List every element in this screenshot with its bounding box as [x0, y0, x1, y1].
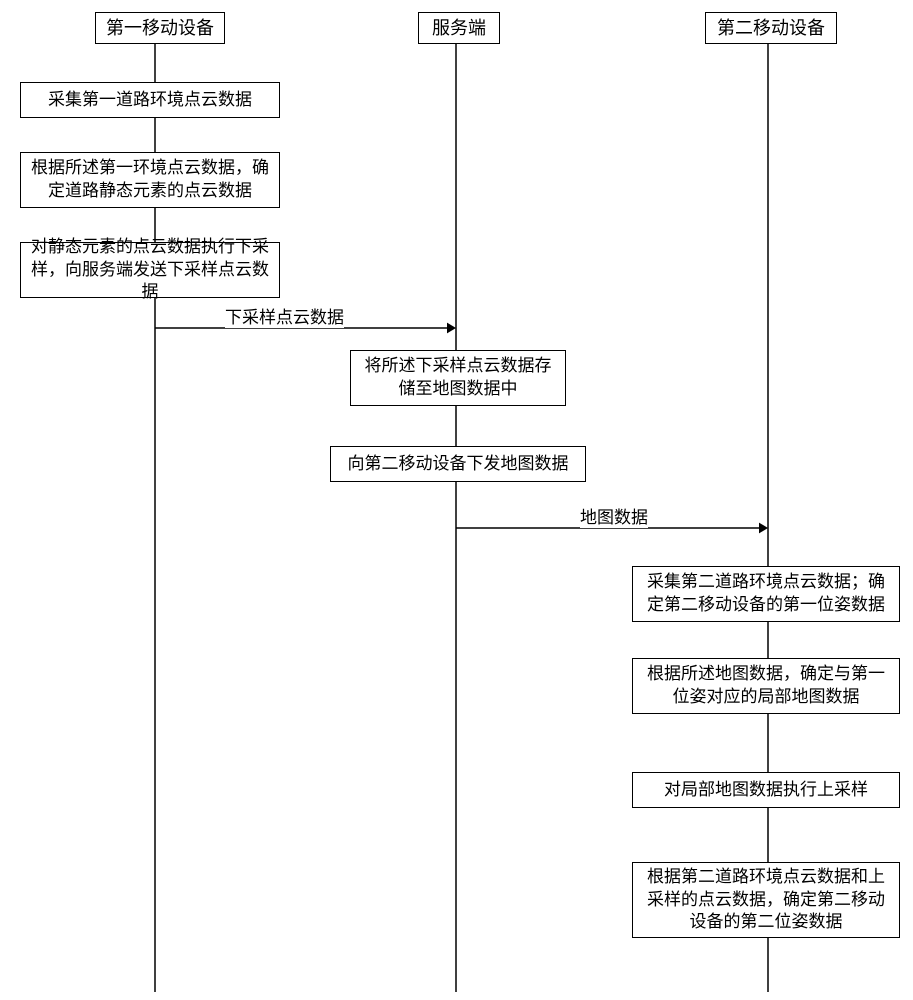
flow-step: 将所述下采样点云数据存储至地图数据中	[350, 350, 566, 406]
lane-header: 第一移动设备	[95, 12, 225, 44]
flow-step: 根据第二道路环境点云数据和上采样的点云数据，确定第二移动设备的第二位姿数据	[632, 862, 900, 938]
message-label: 地图数据	[580, 508, 648, 528]
flow-step: 向第二移动设备下发地图数据	[330, 446, 586, 482]
lane-header: 服务端	[418, 12, 500, 44]
flow-step: 采集第二道路环境点云数据；确定第二移动设备的第一位姿数据	[632, 566, 900, 622]
flow-step: 根据所述地图数据，确定与第一位姿对应的局部地图数据	[632, 658, 900, 714]
flow-step: 根据所述第一环境点云数据，确定道路静态元素的点云数据	[20, 152, 280, 208]
flow-step: 对静态元素的点云数据执行下采样，向服务端发送下采样点云数据	[20, 242, 280, 298]
lane-header: 第二移动设备	[705, 12, 837, 44]
flow-step: 采集第一道路环境点云数据	[20, 82, 280, 118]
diagram-lines	[0, 0, 913, 1000]
message-label: 下采样点云数据	[225, 308, 344, 328]
flow-step: 对局部地图数据执行上采样	[632, 772, 900, 808]
